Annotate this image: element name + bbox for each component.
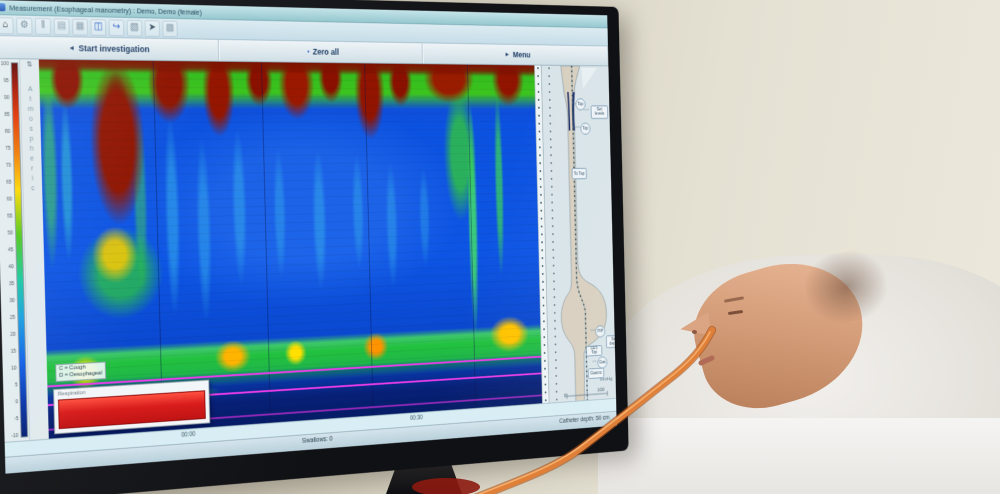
settings-icon[interactable]: ⚙ [16,17,33,35]
set-depth-button[interactable]: Set depth [606,334,617,349]
marker-ues-bottom[interactable]: Top [580,122,591,135]
home-icon[interactable]: ⌂ [0,16,14,34]
swallows-counter: Swallows: 0 [302,435,333,445]
start-investigation-button[interactable]: ◄ Start investigation [0,36,220,61]
grid-icon[interactable]: ▩ [162,20,178,37]
pressure-scale-tick: -10 [11,433,19,439]
pressure-scale-tick: 95 [3,78,10,84]
time-tick: 00:00 [181,431,196,439]
pressure-scale-tick: 15 [11,349,17,355]
gastric-label[interactable]: Gastric [588,367,605,379]
monitor-bezel: Measurement (Esophageal manometry) : Dem… [0,0,629,494]
set-levels-button[interactable]: Set levels [590,105,609,119]
anatomy-axis-min: 0 [563,393,567,400]
pressure-scale-tick: 100 [0,61,9,67]
screen: Measurement (Esophageal manometry) : Dem… [0,0,617,474]
table-icon[interactable]: ▦ [72,18,89,36]
zero-all-button[interactable]: ▪ Zero all [218,39,423,64]
catheter-depth-readout: Catheter depth: 50 cm [559,414,610,425]
anatomy-panel: Top Top Set levels To Top PIP LES Top Se… [540,65,617,403]
marker-ues-top[interactable]: Top [575,98,586,111]
right-triangle-icon: ► [504,51,510,58]
time-tick: 00:30 [409,414,423,422]
pressure-topography-plot[interactable]: C = Cough D = Oesophageal Respiration [38,59,543,439]
app-icon [0,3,6,12]
plot-area: 100 95 90 85 80 75 70 65 60 55 50 45 40 35 30 25 20 15 10 5… [0,59,617,442]
pressure-scale-tick: 25 [10,315,16,321]
anatomy-axis-max: 100 [597,387,605,394]
window-title: Measurement (Esophageal manometry) : Dem… [9,2,202,17]
pressure-scale-tick: 85 [4,112,11,118]
pressure-scale-tick: 65 [6,180,13,186]
window-icon[interactable]: ◫ [90,18,107,36]
chart-icon[interactable]: ▧ [126,19,143,37]
event-legend: C = Cough D = Oesophageal [55,361,106,382]
pressure-scale-tick: 5 [14,382,18,388]
square-icon: ▪ [307,48,310,55]
pressure-scale-tick: 90 [4,95,10,101]
pressure-scale-tick: 60 [6,196,13,203]
pressure-scale-tick: 0 [15,399,18,405]
legend-oesophageal: D = Oesophageal [59,370,103,379]
pressure-scale-tick: 20 [10,332,17,338]
pressure-scale-tick: 10 [11,365,17,372]
redo-icon[interactable]: ↪ [108,18,125,36]
pressure-scale-tick: 75 [5,146,12,152]
pressure-scale-tick: 80 [5,129,11,135]
patient-nostril [692,330,697,334]
scale-scroll-icon[interactable]: ⇅ [26,61,33,69]
pressure-scale-tick: 30 [9,298,16,304]
pressure-scale-tick: -5 [13,416,19,422]
pause-icon[interactable]: ‖ [34,17,52,35]
pressure-scale-tick: 55 [7,213,13,220]
left-triangle-icon: ◄ [68,44,75,52]
layout-icon[interactable]: ▤ [53,17,70,35]
cursor-icon[interactable]: ➤ [144,19,161,37]
pressure-scale-tick: 50 [7,230,14,237]
to-top-button[interactable]: To Top [571,167,587,180]
y-axis-label: Atmospheric [26,86,37,196]
pressure-scale-tick: 40 [8,264,15,270]
menu-button[interactable]: ► Menu [422,43,609,66]
pressure-scale-tick: 35 [9,281,15,287]
pressure-scale-tick: 45 [8,247,14,253]
patient-hair [800,245,892,329]
patient-head [678,245,892,448]
marker-les-top[interactable]: LES Top [586,345,603,357]
pressure-scale-tick: 70 [6,163,12,169]
